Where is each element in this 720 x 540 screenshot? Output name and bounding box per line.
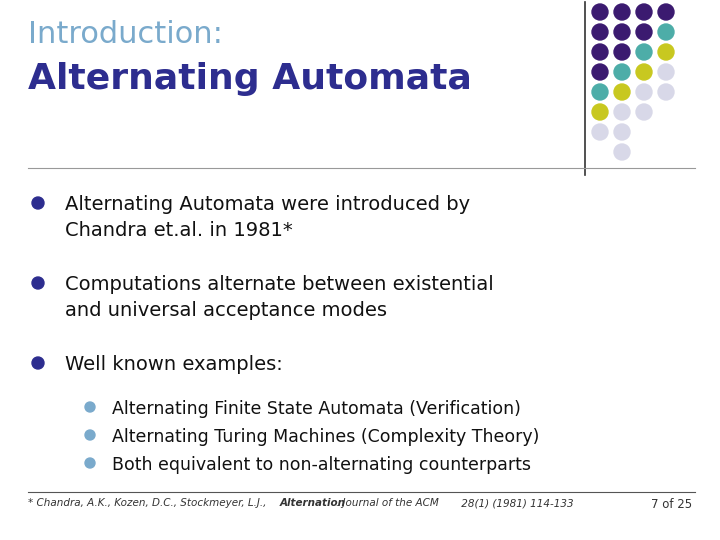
Circle shape — [85, 402, 95, 412]
Circle shape — [614, 124, 630, 140]
Text: Alternating Automata were introduced by: Alternating Automata were introduced by — [65, 195, 470, 214]
Circle shape — [614, 84, 630, 100]
Circle shape — [614, 4, 630, 20]
Circle shape — [614, 24, 630, 40]
Circle shape — [658, 64, 674, 80]
Text: Alternation: Alternation — [280, 498, 346, 508]
Circle shape — [592, 124, 608, 140]
Circle shape — [32, 357, 44, 369]
Circle shape — [614, 44, 630, 60]
Circle shape — [32, 197, 44, 209]
Text: and universal acceptance modes: and universal acceptance modes — [65, 301, 387, 320]
Circle shape — [636, 44, 652, 60]
Circle shape — [658, 24, 674, 40]
Text: Alternating Automata: Alternating Automata — [28, 62, 472, 96]
Circle shape — [32, 277, 44, 289]
Circle shape — [636, 104, 652, 120]
Text: Alternating Finite State Automata (Verification): Alternating Finite State Automata (Verif… — [112, 400, 521, 418]
Circle shape — [636, 84, 652, 100]
Circle shape — [636, 64, 652, 80]
Text: 28(1) (1981) 114-133: 28(1) (1981) 114-133 — [458, 498, 574, 508]
Text: Chandra et.al. in 1981*: Chandra et.al. in 1981* — [65, 221, 293, 240]
Circle shape — [658, 4, 674, 20]
Circle shape — [592, 4, 608, 20]
Circle shape — [85, 430, 95, 440]
Text: * Chandra, A.K., Kozen, D.C., Stockmeyer, L.J.,: * Chandra, A.K., Kozen, D.C., Stockmeyer… — [28, 498, 269, 508]
Circle shape — [592, 44, 608, 60]
Circle shape — [592, 64, 608, 80]
Text: Both equivalent to non-alternating counterparts: Both equivalent to non-alternating count… — [112, 456, 531, 474]
Circle shape — [658, 84, 674, 100]
Circle shape — [592, 24, 608, 40]
Circle shape — [592, 104, 608, 120]
Circle shape — [614, 104, 630, 120]
Text: Introduction:: Introduction: — [28, 20, 223, 49]
Circle shape — [636, 4, 652, 20]
Circle shape — [614, 64, 630, 80]
Text: Well known examples:: Well known examples: — [65, 355, 283, 374]
Text: Computations alternate between existential: Computations alternate between existenti… — [65, 275, 494, 294]
Circle shape — [658, 44, 674, 60]
Circle shape — [85, 458, 95, 468]
Text: . Journal of the ACM: . Journal of the ACM — [336, 498, 439, 508]
Text: Alternating Turing Machines (Complexity Theory): Alternating Turing Machines (Complexity … — [112, 428, 539, 446]
Text: 7 of 25: 7 of 25 — [651, 498, 692, 511]
Circle shape — [636, 24, 652, 40]
Circle shape — [614, 144, 630, 160]
Circle shape — [592, 84, 608, 100]
